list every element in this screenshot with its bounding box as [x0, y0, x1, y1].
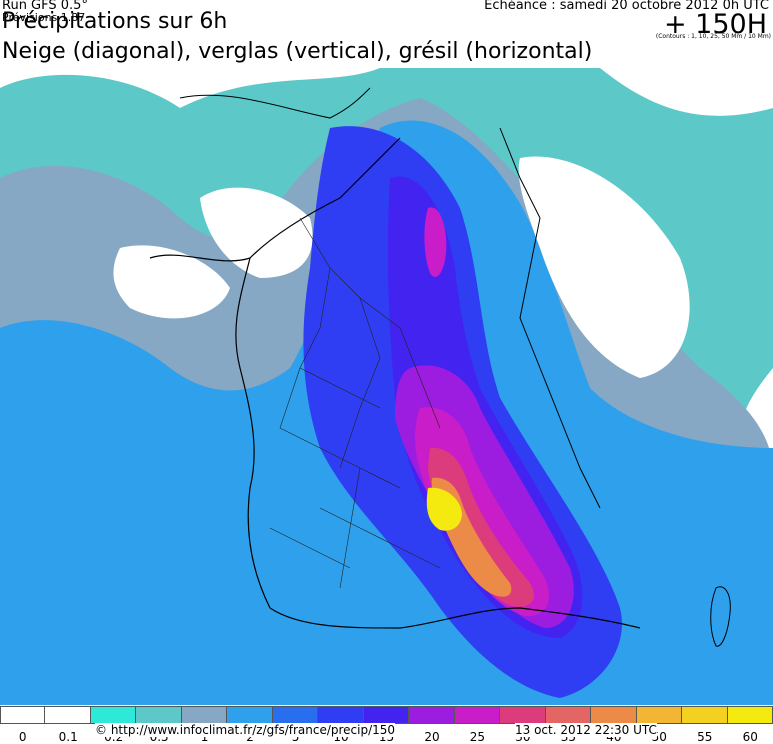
admin-borders — [269, 217, 441, 589]
legend-swatch — [454, 706, 501, 724]
legend-label: 2 — [246, 730, 254, 744]
legend-swatch — [409, 706, 455, 724]
legend-swatch — [636, 706, 683, 724]
corsica-outline — [710, 586, 731, 647]
legend-swatch — [272, 706, 319, 724]
legend-swatch — [45, 706, 91, 724]
land-no-precip-brittany — [113, 245, 230, 319]
model-run-label: Run GFS 0.5° — [2, 0, 88, 13]
legend-label: 0.1 — [58, 730, 78, 744]
legend-swatch — [318, 706, 364, 724]
precipitation-map — [0, 68, 773, 705]
contours-note: (Contours : 1, 10, 25, 50 Mm / 10 Mm) — [655, 33, 771, 40]
legend-swatch — [227, 706, 273, 724]
legend-label: 1 — [200, 730, 209, 744]
precip-core-yellow — [426, 487, 462, 531]
land-no-precip-north — [200, 187, 313, 278]
map-title: Précipitations sur 6h — [2, 9, 228, 34]
border-east — [499, 127, 601, 509]
legend-swatch — [545, 706, 592, 724]
legend-label: 25 — [469, 730, 486, 744]
legend-swatch — [181, 706, 228, 724]
overlapped-label: Prévisions 1.87 — [2, 11, 86, 24]
precip-types-subtitle: Neige (diagonal), verglas (vertical), gr… — [2, 39, 593, 64]
legend-swatch — [0, 706, 46, 724]
legend-label: 55 — [697, 730, 713, 744]
coastline-france — [149, 137, 641, 629]
legend-swatch — [363, 706, 410, 724]
run-date: 13 oct. 2012 22:30 UTC — [515, 723, 657, 737]
valid-time-label: Echéance : samedi 20 octobre 2012 0h UTC — [484, 0, 769, 13]
legend-label: 60 — [742, 730, 758, 744]
legend-swatch — [500, 706, 546, 724]
source-credit: © http://www.infoclimat.fr/z/gfs/france/… — [95, 723, 396, 737]
legend-frame — [0, 706, 773, 724]
legend-label: 5 — [291, 730, 300, 744]
legend-swatch — [682, 706, 728, 724]
legend-label: 20 — [424, 730, 440, 744]
legend-swatch — [136, 706, 182, 724]
uk-coast — [179, 87, 371, 119]
legend-label: 0 — [18, 730, 27, 744]
land-no-precip-east — [518, 156, 690, 378]
legend-swatch — [591, 706, 637, 724]
precip-spot-north — [424, 207, 447, 277]
legend-swatch — [90, 706, 137, 724]
lead-time-label: + 150H — [663, 9, 767, 40]
